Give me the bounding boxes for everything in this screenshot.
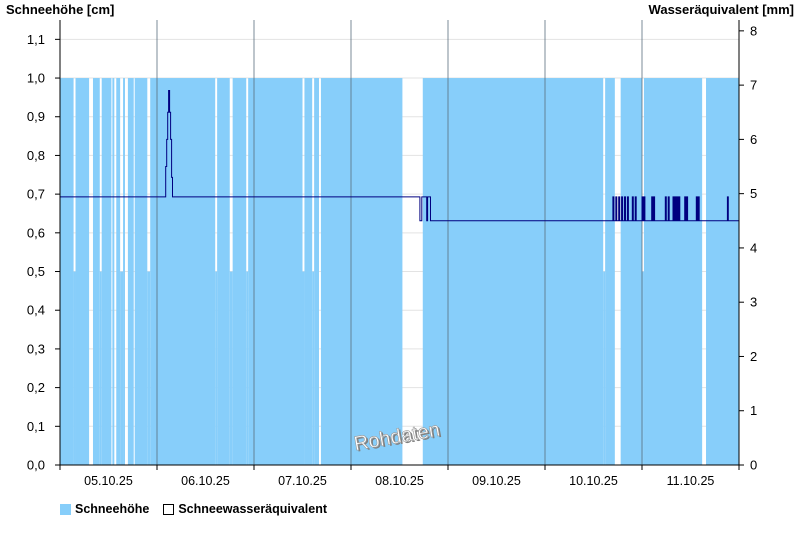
snow-depth-bar — [60, 78, 74, 465]
snow-depth-bar — [248, 78, 303, 465]
left-tick-label: 0,1 — [27, 419, 45, 434]
x-tick-label: 10.10.25 — [569, 474, 618, 488]
left-tick-label: 1,1 — [27, 32, 45, 47]
snow-depth-bar — [643, 78, 703, 465]
snow-depth-bar — [603, 271, 606, 465]
x-tick-label: 06.10.25 — [181, 474, 230, 488]
snow-depth-bar — [99, 271, 102, 465]
right-tick-label: 0 — [750, 458, 757, 473]
x-tick-label: 08.10.25 — [375, 474, 424, 488]
right-tick-label: 8 — [750, 23, 757, 38]
legend-swatch-swe — [163, 503, 175, 515]
left-tick-label: 0,5 — [27, 264, 45, 279]
right-tick-label: 6 — [750, 132, 757, 147]
right-tick-label: 2 — [750, 349, 757, 364]
snow-depth-bar — [320, 78, 403, 465]
snow-depth-bar — [101, 78, 112, 465]
snow-depth-bar — [123, 78, 125, 465]
snow-depth-bar — [642, 271, 644, 465]
snow-depth-bar — [246, 271, 249, 465]
legend-label-swe: Schneewasseräquivalent — [178, 502, 328, 516]
snow-depth-bar — [312, 271, 315, 465]
snow-depth-bar — [150, 78, 216, 465]
snow-depth-bar — [232, 78, 247, 465]
snow-depth-bar — [73, 271, 76, 465]
right-tick-label: 5 — [750, 186, 757, 201]
left-tick-label: 0,2 — [27, 380, 45, 395]
legend-label-snow-depth: Schneehöhe — [75, 502, 150, 516]
snow-depth-bar — [422, 78, 604, 465]
snow-depth-bar — [620, 78, 642, 465]
right-tick-label: 1 — [750, 403, 757, 418]
left-tick-label: 0,0 — [27, 458, 45, 473]
right-tick-label: 3 — [750, 295, 757, 310]
snow-chart: 0,0 0,1 0,2 0,3 0,4 0,5 0,6 0,7 0,8 0,9 1,0 1,1 0 1 2 3… — [27, 20, 757, 488]
snow-depth-bar — [116, 78, 121, 465]
right-tick-label: 4 — [750, 240, 757, 255]
snow-depth-bar — [120, 271, 124, 465]
snow-depth-bar — [112, 78, 115, 465]
snow-depth-bar — [217, 78, 230, 465]
swe-line — [60, 90, 740, 222]
legend-item-snow-depth: Schneehöhe — [60, 502, 149, 516]
snow-depth-bar — [92, 78, 100, 465]
snow-depth-bar — [75, 78, 90, 465]
left-tick-label: 0,8 — [27, 148, 45, 163]
x-tick-label: 05.10.25 — [84, 474, 133, 488]
right-axis-title: Wasseräquivalent [mm] — [648, 2, 794, 17]
legend-swatch-snow-depth — [60, 503, 71, 515]
x-tick-label: 09.10.25 — [472, 474, 521, 488]
left-tick-label: 1,0 — [27, 71, 45, 86]
snow-depth-bar — [706, 78, 739, 465]
snow-depth-bar — [134, 78, 148, 465]
left-tick-label: 0,3 — [27, 341, 45, 356]
snow-depth-bar — [229, 271, 233, 465]
x-tick-label: 11.10.25 — [667, 474, 715, 488]
left-tick-label: 0,7 — [27, 187, 45, 202]
snow-depth-bar — [147, 271, 151, 465]
left-tick-label: 0,4 — [27, 303, 45, 318]
x-tick-label: 07.10.25 — [278, 474, 327, 488]
left-axis-title: Schneehöhe [cm] — [6, 2, 115, 17]
right-tick-label: 7 — [750, 78, 757, 93]
snow-depth-bar — [302, 271, 305, 465]
snow-depth-bar — [605, 78, 615, 465]
legend: Schneehöhe Schneewasseräquivalent — [60, 502, 341, 516]
snow-depth-bar — [314, 78, 319, 465]
snow-depth-bar — [215, 271, 218, 465]
left-tick-label: 0,6 — [27, 225, 45, 240]
snow-depth-bar — [127, 78, 134, 465]
legend-item-swe: Schneewasseräquivalent — [163, 502, 327, 516]
snow-depth-bar — [304, 78, 313, 465]
left-tick-label: 0,9 — [27, 109, 45, 124]
